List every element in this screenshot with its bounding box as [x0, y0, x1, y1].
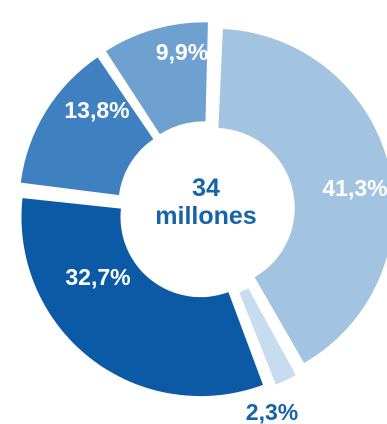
donut-slices	[20, 22, 387, 397]
donut-slice	[218, 29, 387, 364]
center-value: 34	[192, 174, 220, 202]
donut-slice	[20, 57, 154, 196]
slice-labels: 41,3% 2,3% 32,7% 13,8% 9,9%	[64, 39, 387, 424]
slice-label: 32,7%	[65, 264, 130, 290]
slice-label: 2,3%	[246, 399, 298, 424]
slice-label: 9,9%	[156, 39, 208, 65]
slice-label: 13,8%	[64, 97, 129, 123]
donut-slice	[239, 288, 296, 385]
donut-slice	[105, 22, 208, 135]
center-unit: millones	[155, 202, 256, 230]
slice-label: 41,3%	[322, 175, 387, 201]
donut-slice	[21, 198, 263, 397]
